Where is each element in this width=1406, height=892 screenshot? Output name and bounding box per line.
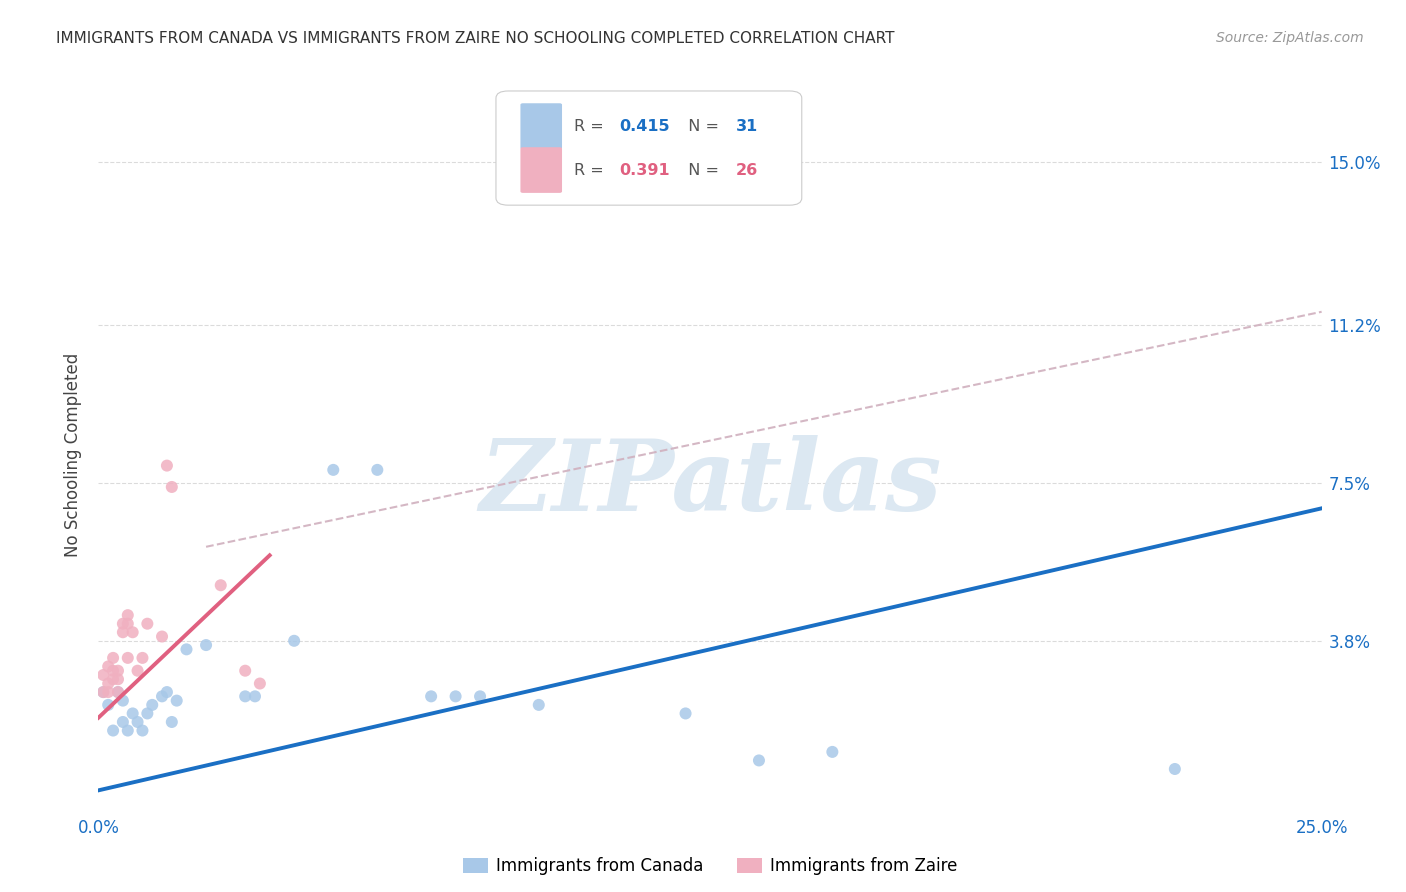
Point	[91, 668, 114, 682]
Text: 26: 26	[735, 162, 758, 178]
Text: 31: 31	[735, 119, 758, 134]
Point	[322, 463, 344, 477]
Point	[107, 685, 129, 699]
Text: Source: ZipAtlas.com: Source: ZipAtlas.com	[1216, 31, 1364, 45]
Point	[101, 672, 124, 686]
Point	[101, 664, 124, 678]
Point	[136, 616, 159, 631]
Text: 0.391: 0.391	[620, 162, 671, 178]
Point	[111, 693, 134, 707]
Point	[117, 608, 139, 623]
Point	[117, 616, 139, 631]
Point	[150, 630, 173, 644]
Point	[131, 651, 153, 665]
FancyBboxPatch shape	[496, 91, 801, 205]
Point	[127, 714, 149, 729]
Point	[131, 723, 153, 738]
Point	[176, 642, 198, 657]
Point	[156, 458, 179, 473]
Point	[91, 685, 114, 699]
Point	[97, 698, 120, 712]
FancyBboxPatch shape	[520, 147, 562, 193]
Point	[160, 480, 183, 494]
Point	[156, 685, 179, 699]
Text: ZIPatlas: ZIPatlas	[479, 435, 941, 532]
Point	[121, 625, 143, 640]
Point	[91, 685, 114, 699]
Point	[127, 664, 149, 678]
Legend: Immigrants from Canada, Immigrants from Zaire: Immigrants from Canada, Immigrants from …	[456, 851, 965, 882]
Text: R =: R =	[574, 162, 609, 178]
Text: R =: R =	[574, 119, 609, 134]
Text: IMMIGRANTS FROM CANADA VS IMMIGRANTS FROM ZAIRE NO SCHOOLING COMPLETED CORRELATI: IMMIGRANTS FROM CANADA VS IMMIGRANTS FRO…	[56, 31, 894, 46]
Point	[97, 676, 120, 690]
Point	[195, 638, 218, 652]
Point	[121, 706, 143, 721]
Point	[111, 714, 134, 729]
Point	[107, 664, 129, 678]
Point	[233, 664, 256, 678]
Point	[160, 714, 183, 729]
Point	[117, 723, 139, 738]
Point	[101, 723, 124, 738]
Point	[166, 693, 188, 707]
Point	[111, 616, 134, 631]
Point	[209, 578, 232, 592]
Point	[101, 651, 124, 665]
Point	[150, 690, 173, 704]
Point	[97, 685, 120, 699]
Point	[243, 690, 266, 704]
Text: N =: N =	[678, 119, 724, 134]
Point	[107, 672, 129, 686]
Point	[283, 633, 305, 648]
Point	[366, 463, 388, 477]
Point	[444, 690, 467, 704]
Text: N =: N =	[678, 162, 724, 178]
Point	[97, 659, 120, 673]
Point	[527, 698, 550, 712]
Point	[1164, 762, 1187, 776]
Point	[468, 690, 491, 704]
Y-axis label: No Schooling Completed: No Schooling Completed	[65, 353, 83, 557]
Point	[117, 651, 139, 665]
FancyBboxPatch shape	[520, 103, 562, 149]
Point	[821, 745, 844, 759]
Point	[111, 625, 134, 640]
Point	[233, 690, 256, 704]
Point	[420, 690, 443, 704]
Text: 0.415: 0.415	[620, 119, 671, 134]
Point	[249, 676, 271, 690]
Point	[141, 698, 163, 712]
Point	[107, 685, 129, 699]
Point	[675, 706, 697, 721]
Point	[136, 706, 159, 721]
Point	[748, 754, 770, 768]
